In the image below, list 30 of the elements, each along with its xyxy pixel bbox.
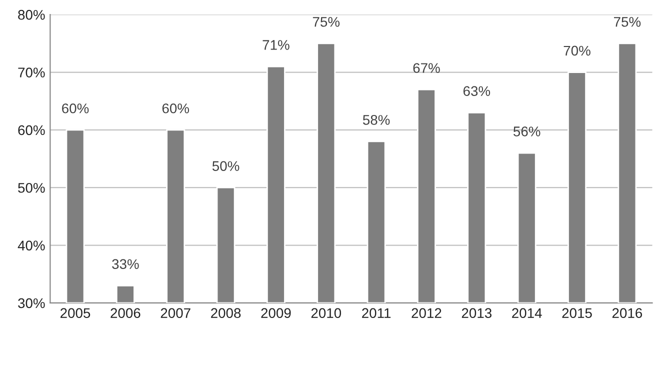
- data-label: 67%: [413, 63, 440, 73]
- y-tick-label: 40%: [18, 240, 45, 250]
- y-tick-label: 80%: [18, 10, 45, 20]
- x-tick-label: 2014: [512, 308, 542, 318]
- data-label: 71%: [262, 40, 290, 50]
- y-tick-label: 70%: [18, 68, 45, 78]
- x-tick-label: 2009: [261, 308, 291, 318]
- x-tick-label: 2016: [612, 308, 642, 318]
- x-tick-label: 2005: [60, 308, 90, 318]
- data-label: 75%: [312, 17, 340, 27]
- x-tick-label: 2008: [211, 308, 241, 318]
- x-tick-label: 2015: [562, 308, 592, 318]
- x-tick-label: 2011: [362, 308, 391, 318]
- data-label: 56%: [513, 126, 540, 136]
- x-tick-label: 2012: [412, 308, 442, 318]
- data-label: 58%: [362, 115, 390, 125]
- y-tick-label: 50%: [18, 182, 45, 193]
- data-label: 60%: [162, 103, 190, 114]
- data-label: 63%: [463, 86, 490, 96]
- y-tick-label: 30%: [18, 298, 45, 308]
- x-tick-label: 2013: [462, 308, 492, 318]
- data-label: 70%: [564, 46, 590, 56]
- x-tick-label: 2010: [311, 308, 342, 318]
- data-label: 60%: [62, 103, 89, 114]
- data-label: 50%: [212, 161, 240, 171]
- x-tick-label: 2006: [110, 308, 140, 318]
- data-label: 75%: [614, 17, 641, 27]
- y-tick-label: 60%: [18, 125, 45, 136]
- x-tick-label: 2007: [160, 308, 190, 318]
- data-label: 33%: [112, 259, 139, 270]
